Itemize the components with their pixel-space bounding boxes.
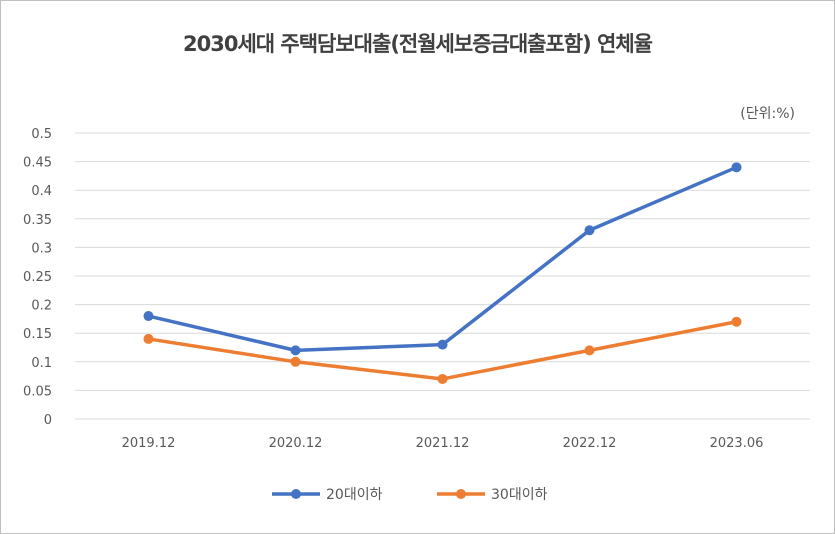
x-tick-label: 2019.12 <box>122 436 176 451</box>
y-tick-label: 0.2 <box>31 299 52 314</box>
legend-marker <box>456 489 466 499</box>
series-line-2 <box>148 320 737 381</box>
unit-label: (단위:%) <box>740 106 795 122</box>
y-tick-label: 0.1 <box>31 356 52 371</box>
data-point <box>290 345 301 356</box>
legend-marker <box>291 489 301 499</box>
y-tick-label: 0.25 <box>23 270 52 285</box>
data-point <box>143 311 154 322</box>
x-tick-label: 2021.12 <box>416 436 470 451</box>
data-point <box>584 345 595 356</box>
y-tick-label: 0.15 <box>23 327 52 342</box>
y-tick-label: 0.3 <box>31 241 52 256</box>
x-tick-label: 2023.06 <box>710 436 764 451</box>
y-tick-label: 0.45 <box>23 156 52 171</box>
legend-label: 30대이하 <box>491 487 548 503</box>
chart-title: 2030세대 주택담보대출(전월세보증금대출포함) 연체율 <box>183 32 653 56</box>
data-point <box>290 356 301 367</box>
series-line-1 <box>148 165 738 353</box>
y-tick-label: 0.5 <box>31 127 52 142</box>
data-point <box>731 162 742 173</box>
data-point <box>584 225 595 236</box>
x-tick-label: 2022.12 <box>563 436 617 451</box>
data-point <box>143 333 154 344</box>
y-tick-label: 0.05 <box>23 384 52 399</box>
y-tick-label: 0.35 <box>23 213 52 228</box>
x-tick-label: 2020.12 <box>269 436 323 451</box>
data-point <box>731 316 742 327</box>
y-tick-label: 0 <box>44 413 52 428</box>
y-tick-label: 0.4 <box>31 184 52 199</box>
data-point <box>437 339 448 350</box>
legend-label: 20대이하 <box>326 487 383 503</box>
data-point <box>437 373 448 384</box>
